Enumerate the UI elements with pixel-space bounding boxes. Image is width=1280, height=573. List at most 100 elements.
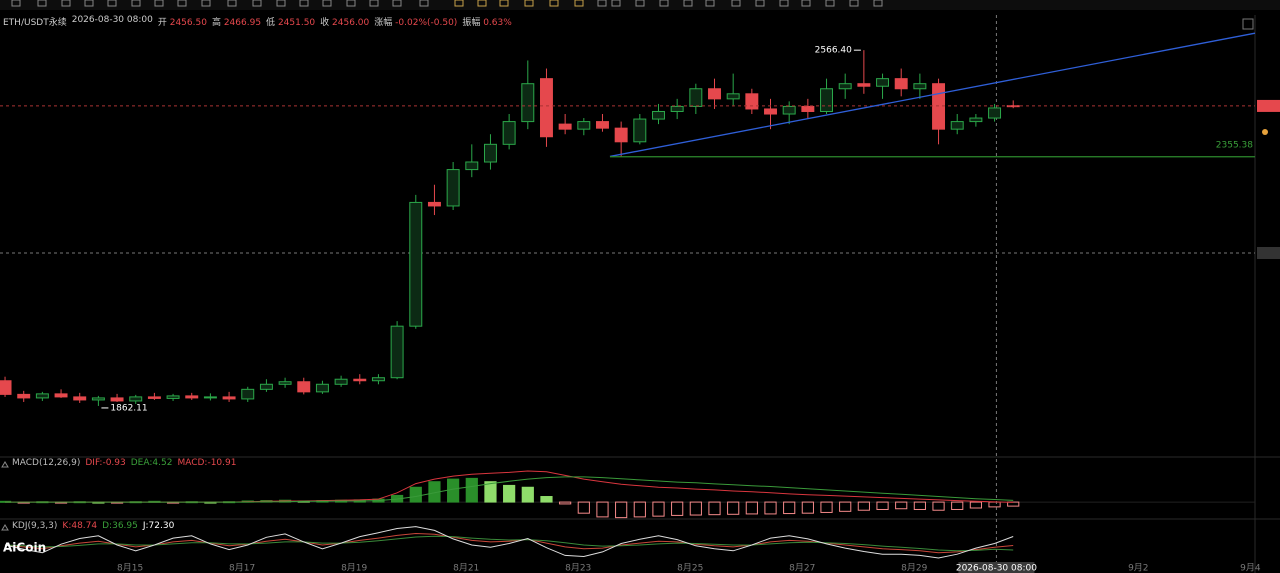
x-tick-label: 8月19: [341, 563, 367, 573]
toolbar-icon: [252, 0, 262, 7]
candle-body: [166, 395, 180, 399]
candle-body: [932, 83, 946, 130]
candle-body: [558, 123, 572, 130]
toolbar-icon: [201, 0, 211, 7]
candle-body: [950, 121, 964, 130]
candle-body: [222, 396, 236, 400]
kdj-line: [4, 532, 1014, 554]
toolbar-icon: [227, 0, 237, 7]
macd-bar: [409, 486, 422, 503]
indicator-title: MACD(12,26,9): [12, 458, 81, 468]
extreme-marker: 1862.11: [101, 403, 148, 413]
x-tick-label: 8月15: [117, 563, 143, 573]
candle-body: [838, 83, 852, 90]
candle-body: [203, 396, 217, 399]
candle-body: [91, 397, 105, 401]
macd-bar: [521, 486, 534, 503]
candle-body: [54, 393, 68, 398]
toolbar-icon: [611, 0, 621, 7]
candle-body: [465, 161, 479, 171]
indicator-value: J:72.30: [142, 521, 175, 531]
macd-bar: [540, 496, 553, 503]
macd-bar: [615, 501, 628, 519]
field-value: 2451.50: [277, 18, 316, 28]
macd-bar: [652, 501, 665, 517]
ohlc-field: 涨幅 -0.02%(-0.50): [374, 15, 457, 28]
candle-body: [371, 377, 385, 382]
macd-bar: [820, 501, 833, 513]
indicator-icon: [1, 524, 9, 531]
crosshair-date: 2026-08-30 08:00: [956, 564, 1037, 573]
macd-bar: [988, 501, 1001, 508]
indicator-title: KDJ(9,3,3): [12, 521, 58, 531]
candle-body: [129, 396, 143, 402]
indicator-value: DEA:4.52: [130, 458, 173, 468]
field-value: -0.02%(-0.50): [395, 18, 458, 28]
toolbar-icon: [849, 0, 859, 7]
x-tick-label: 8月21: [453, 563, 479, 573]
last-price-tag: [1257, 99, 1280, 112]
toolbar-icon: [37, 0, 47, 7]
candle-body: [726, 93, 740, 100]
macd-bar: [951, 501, 964, 510]
alert-dot: [1262, 129, 1268, 135]
macd-bar: [932, 501, 945, 511]
crosshair-date-tag: [958, 562, 1035, 573]
macd-bar: [577, 501, 590, 514]
time: 2026-08-30 08:00: [71, 15, 153, 25]
candle-body: [708, 88, 721, 100]
toolbar-icon: [825, 0, 835, 7]
candle-body: [297, 381, 311, 393]
toolbar-icon: [635, 0, 645, 7]
candle-body: [427, 201, 441, 207]
candle-body: [446, 169, 460, 207]
toolbar-icon: [574, 0, 584, 7]
x-tick-label: 8月27: [789, 563, 815, 573]
macd-bar: [689, 501, 702, 516]
extreme-label: 2566.40: [815, 46, 852, 56]
macd-bar: [839, 501, 852, 512]
macd-bar: [876, 501, 889, 510]
toolbar-icon: [84, 0, 94, 7]
x-tick-label: 8月25: [677, 563, 703, 573]
candle-body: [35, 393, 49, 399]
expand-icon: [1242, 18, 1254, 30]
extreme-label: 1862.11: [110, 403, 147, 413]
candle-body: [876, 78, 890, 87]
macd-bar: [671, 501, 684, 516]
field-label: 低: [266, 18, 276, 28]
x-tick-label: 9月2: [1128, 563, 1148, 573]
x-tick-label: 8月17: [229, 563, 255, 573]
toolbar-icon: [11, 0, 21, 7]
toolbar-icon: [524, 0, 534, 7]
candle-body: [315, 383, 329, 393]
toolbar-icon: [369, 0, 379, 7]
macd-bar: [484, 481, 497, 503]
candle-body: [913, 83, 927, 90]
symbol: ETH/USDT永续: [3, 18, 67, 28]
macd-bar: [764, 501, 777, 515]
toolbar-icon: [154, 0, 164, 7]
toolbar-icon: [659, 0, 669, 7]
indicator-value: K:48.74: [62, 521, 98, 531]
candle-body: [502, 121, 516, 145]
candle-body: [577, 121, 591, 130]
candle-body: [988, 107, 1002, 119]
macd-bar: [783, 501, 796, 515]
macd-bar: [895, 501, 908, 510]
candle-body: [689, 88, 703, 107]
candle-body: [782, 105, 796, 115]
x-tick-label: 9月4: [1240, 563, 1261, 573]
macd-bar: [447, 478, 460, 503]
ohlc-field: 开 2456.50: [158, 15, 207, 28]
macd-line: [5, 476, 1014, 503]
macd-bar: [708, 501, 721, 516]
candle-body: [0, 380, 12, 395]
candle-body: [894, 78, 908, 90]
field-value: 2456.00: [332, 18, 370, 28]
toolbar-icon: [107, 0, 117, 7]
kdj-line: [4, 526, 1014, 559]
toolbar-icon: [705, 0, 715, 7]
candle-body: [652, 110, 665, 120]
macd-bar: [857, 501, 870, 511]
